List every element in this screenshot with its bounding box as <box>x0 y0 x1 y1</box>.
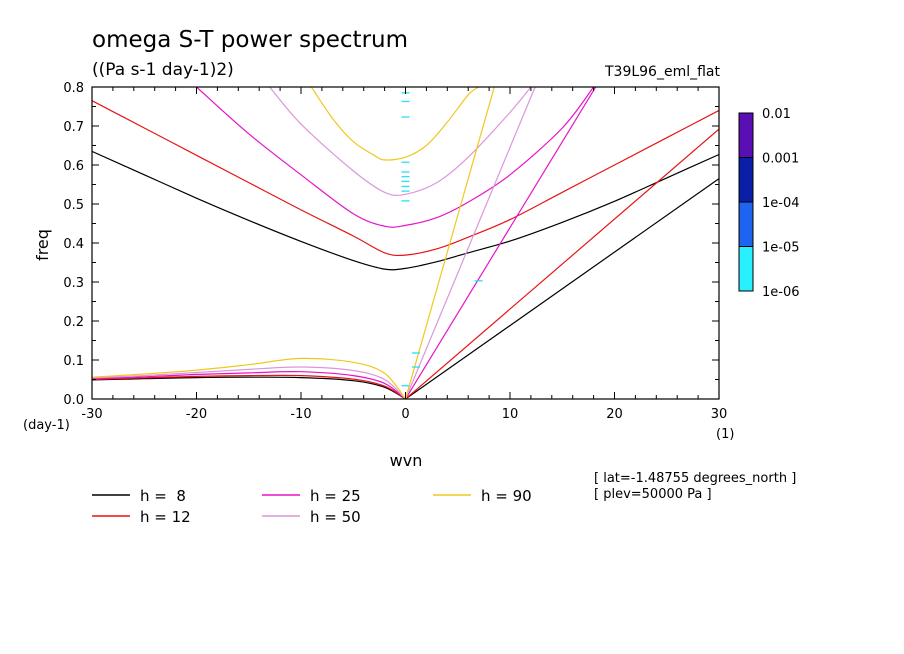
y-tick-label: 0.6 <box>63 159 84 174</box>
colorbar-label: 1e-05 <box>762 241 800 256</box>
legend-label: h = 25 <box>310 487 361 505</box>
x-tick-label: 20 <box>606 407 623 422</box>
y-tick-label: 0.3 <box>63 276 84 291</box>
y-tick-label: 0.0 <box>63 393 84 408</box>
info-plev: [ plev=50000 Pa ] <box>594 487 712 502</box>
colorbar-segment <box>739 157 753 202</box>
curve-h90-rossby <box>92 357 406 399</box>
legend-label: h = 90 <box>481 487 532 505</box>
axis-ticks: 0.0 0.1 0.2 0.3 0.4 0.5 0.6 0.7 0.8 -30 -20 -10 0 10 2… <box>63 81 727 422</box>
curve-h50-rossby <box>92 366 406 399</box>
curve-h8-rossby <box>92 376 406 399</box>
curve-h25-ig <box>196 87 595 228</box>
x-tick-label: -30 <box>81 407 102 422</box>
curve-h50-kelvin <box>404 87 536 399</box>
curve-h8-kelvin <box>405 178 719 399</box>
x-tick-label: -20 <box>186 407 207 422</box>
colorbar-segment <box>739 202 753 247</box>
colorbar-segment <box>739 246 753 291</box>
x-axis-label: wvn <box>390 451 423 470</box>
y-tick-label: 0.8 <box>63 81 84 96</box>
colorbar-label: 0.01 <box>762 107 791 122</box>
curve-h8-ig <box>92 150 719 271</box>
curve-h25-rossby <box>92 370 406 399</box>
x-tick-label: 30 <box>711 407 728 422</box>
legend-label: h = 8 <box>140 487 186 505</box>
legend-label: h = 12 <box>140 508 191 526</box>
y-unit-label: (day-1) <box>23 418 70 433</box>
colorbar-label: 0.001 <box>762 152 799 167</box>
x-tick-label: 0 <box>401 407 409 422</box>
curve-h12-ig <box>92 100 719 257</box>
legend: h = 8 h = 12 h = 25 h = 50 h = 90 <box>92 487 532 526</box>
colorbar: 0.01 0.001 1e-04 1e-05 1e-06 <box>738 107 800 300</box>
curve-h12-rossby <box>92 374 406 399</box>
y-axis-label: freq <box>33 229 52 261</box>
curve-h90-ig <box>310 87 480 161</box>
y-tick-label: 0.2 <box>63 315 84 330</box>
chart-title: omega S-T power spectrum <box>92 27 408 53</box>
legend-label: h = 50 <box>310 508 361 526</box>
colorbar-label: 1e-06 <box>762 285 800 300</box>
info-lat: [ lat=-1.48755 degrees_north ] <box>594 471 796 486</box>
x-tick-label: 10 <box>502 407 519 422</box>
plot-area <box>92 87 719 399</box>
curve-h25-kelvin <box>404 87 597 399</box>
x-tick-label: -10 <box>290 407 311 422</box>
plot-frame <box>91 86 720 400</box>
y-tick-label: 0.1 <box>63 354 84 369</box>
curve-h50-ig <box>269 87 532 196</box>
y-tick-label: 0.4 <box>63 237 84 252</box>
curve-h90-kelvin <box>404 87 495 399</box>
y-tick-label: 0.7 <box>63 120 84 135</box>
run-label: T39L96_eml_flat <box>604 64 721 80</box>
chart-subtitle: ((Pa s-1 day-1)2) <box>92 60 234 80</box>
x-unit-label: (1) <box>716 427 734 442</box>
colorbar-segment <box>739 113 753 158</box>
colorbar-label: 1e-04 <box>762 196 800 211</box>
y-tick-label: 0.5 <box>63 198 84 213</box>
curve-h12-kelvin <box>405 128 719 399</box>
